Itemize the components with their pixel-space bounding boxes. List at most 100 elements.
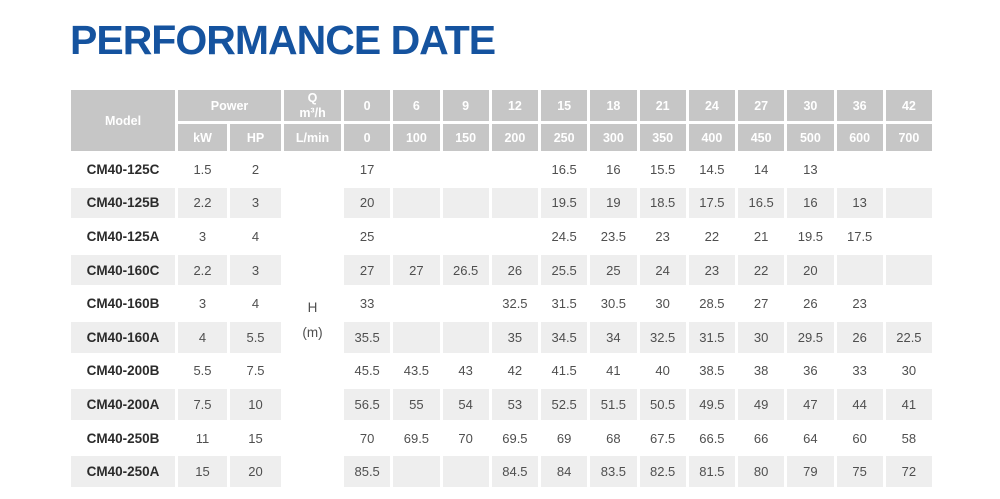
header-flow-m3h: 21 xyxy=(636,87,689,124)
head-value-cell xyxy=(882,151,936,188)
header-flow-m3h: 9 xyxy=(439,87,492,124)
model-cell: CM40-125B xyxy=(68,184,178,222)
table-header: Model Power Q m³/h 0 6 9 12 15 18 21 24 … xyxy=(68,87,936,154)
kw-cell: 7.5 xyxy=(175,386,230,423)
header-flow-lmin: 450 xyxy=(735,121,788,154)
head-value-cell: 81.5 xyxy=(685,453,739,490)
model-cell: CM40-250A xyxy=(68,453,178,490)
kw-cell: 11 xyxy=(175,419,230,457)
head-value-cell: 16 xyxy=(587,151,640,188)
head-value-cell: 30 xyxy=(882,352,936,390)
header-flow-lmin: 100 xyxy=(390,121,443,154)
head-value-cell: 55 xyxy=(390,386,443,423)
head-value-cell: 70 xyxy=(439,419,492,457)
model-cell: CM40-250B xyxy=(68,419,178,457)
head-value-cell xyxy=(488,218,542,255)
head-value-cell: 20 xyxy=(341,184,394,222)
head-value-cell xyxy=(833,251,886,289)
table-row: CM40-125C 1.5 2 H (m) 17 16.5 16 15.5 14.5 14 13 xyxy=(68,151,936,490)
head-value-cell: 19 xyxy=(587,184,640,222)
header-flow-lmin: 0 xyxy=(341,121,394,154)
head-value-cell: 35.5 xyxy=(341,318,394,356)
head-value-cell: 69.5 xyxy=(488,419,542,457)
header-flow-lmin: 350 xyxy=(636,121,689,154)
head-value-cell xyxy=(488,151,542,188)
head-value-cell: 68 xyxy=(587,419,640,457)
head-value-cell: 49 xyxy=(735,386,788,423)
head-value-cell: 26 xyxy=(833,318,886,356)
head-value-cell: 83.5 xyxy=(587,453,640,490)
header-flow-lmin: 250 xyxy=(538,121,591,154)
head-value-cell: 16.5 xyxy=(735,184,788,222)
head-value-cell: 53 xyxy=(488,386,542,423)
header-flow-m3h: 36 xyxy=(833,87,886,124)
head-value-cell: 29.5 xyxy=(784,318,837,356)
kw-cell: 15 xyxy=(175,453,230,490)
head-value-cell: 75 xyxy=(833,453,886,490)
head-value-cell: 19.5 xyxy=(784,218,837,255)
head-value-cell: 16.5 xyxy=(538,151,591,188)
head-value-cell: 31.5 xyxy=(538,285,591,322)
head-value-cell: 41.5 xyxy=(538,352,591,390)
head-value-cell: 22.5 xyxy=(882,318,936,356)
model-cell: CM40-125A xyxy=(68,218,178,255)
head-value-cell: 28.5 xyxy=(685,285,739,322)
performance-table: Model Power Q m³/h 0 6 9 12 15 18 21 24 … xyxy=(68,87,936,490)
hp-cell: 5.5 xyxy=(226,318,285,356)
header-kw: kW xyxy=(175,121,230,154)
head-value-cell: 52.5 xyxy=(538,386,591,423)
head-value-cell: 20 xyxy=(784,251,837,289)
header-flow-m3h: 0 xyxy=(341,87,394,124)
head-value-cell: 23 xyxy=(833,285,886,322)
head-value-cell xyxy=(390,184,443,222)
table-row: CM40-160B 3 4 33 32.5 31.5 30.5 30 28.5 27 26 23 xyxy=(68,285,936,322)
head-value-cell: 34 xyxy=(587,318,640,356)
head-value-cell xyxy=(488,184,542,222)
head-value-cell: 18.5 xyxy=(636,184,689,222)
head-value-cell: 72 xyxy=(882,453,936,490)
head-value-cell: 17 xyxy=(341,151,394,188)
head-value-cell xyxy=(390,285,443,322)
table-row: CM40-125B 2.2 3 20 19.5 19 18.5 17.5 16.5 16 13 xyxy=(68,184,936,222)
header-row-lmin: kW HP L/min 0 100 150 200 250 300 350 40… xyxy=(70,121,936,154)
head-value-cell: 33 xyxy=(341,285,394,322)
hp-cell: 3 xyxy=(226,251,285,289)
head-value-cell: 14.5 xyxy=(685,151,739,188)
header-q-m3h: Q m³/h xyxy=(281,87,345,124)
model-cell: CM40-160C xyxy=(68,251,178,289)
hp-cell: 20 xyxy=(226,453,285,490)
head-value-cell: 23 xyxy=(685,251,739,289)
head-value-cell: 30 xyxy=(636,285,689,322)
head-value-cell: 66 xyxy=(735,419,788,457)
head-value-cell: 14 xyxy=(735,151,788,188)
head-value-cell: 80 xyxy=(735,453,788,490)
header-hp: HP xyxy=(226,121,285,154)
head-value-cell: 24 xyxy=(636,251,689,289)
header-flow-lmin: 200 xyxy=(488,121,542,154)
head-value-cell: 26 xyxy=(784,285,837,322)
head-value-cell: 25 xyxy=(341,218,394,255)
head-value-cell: 82.5 xyxy=(636,453,689,490)
head-value-cell: 41 xyxy=(587,352,640,390)
model-cell: CM40-160A xyxy=(68,318,178,356)
head-value-cell: 38.5 xyxy=(685,352,739,390)
kw-cell: 2.2 xyxy=(175,251,230,289)
head-value-cell xyxy=(439,184,492,222)
header-flow-m3h: 27 xyxy=(735,87,788,124)
kw-cell: 3 xyxy=(175,285,230,322)
head-value-cell: 44 xyxy=(833,386,886,423)
head-value-cell: 24.5 xyxy=(538,218,591,255)
header-flow-lmin: 700 xyxy=(882,121,936,154)
head-value-cell xyxy=(439,318,492,356)
head-value-cell xyxy=(833,151,886,188)
hp-cell: 3 xyxy=(226,184,285,222)
hp-cell: 4 xyxy=(226,218,285,255)
header-flow-lmin: 400 xyxy=(685,121,739,154)
model-cell: CM40-200A xyxy=(68,386,178,423)
header-flow-m3h: 15 xyxy=(538,87,591,124)
head-value-cell: 21 xyxy=(735,218,788,255)
header-model: Model xyxy=(68,87,178,154)
model-cell: CM40-125C xyxy=(68,151,178,188)
head-value-cell xyxy=(390,318,443,356)
head-value-cell: 58 xyxy=(882,419,936,457)
